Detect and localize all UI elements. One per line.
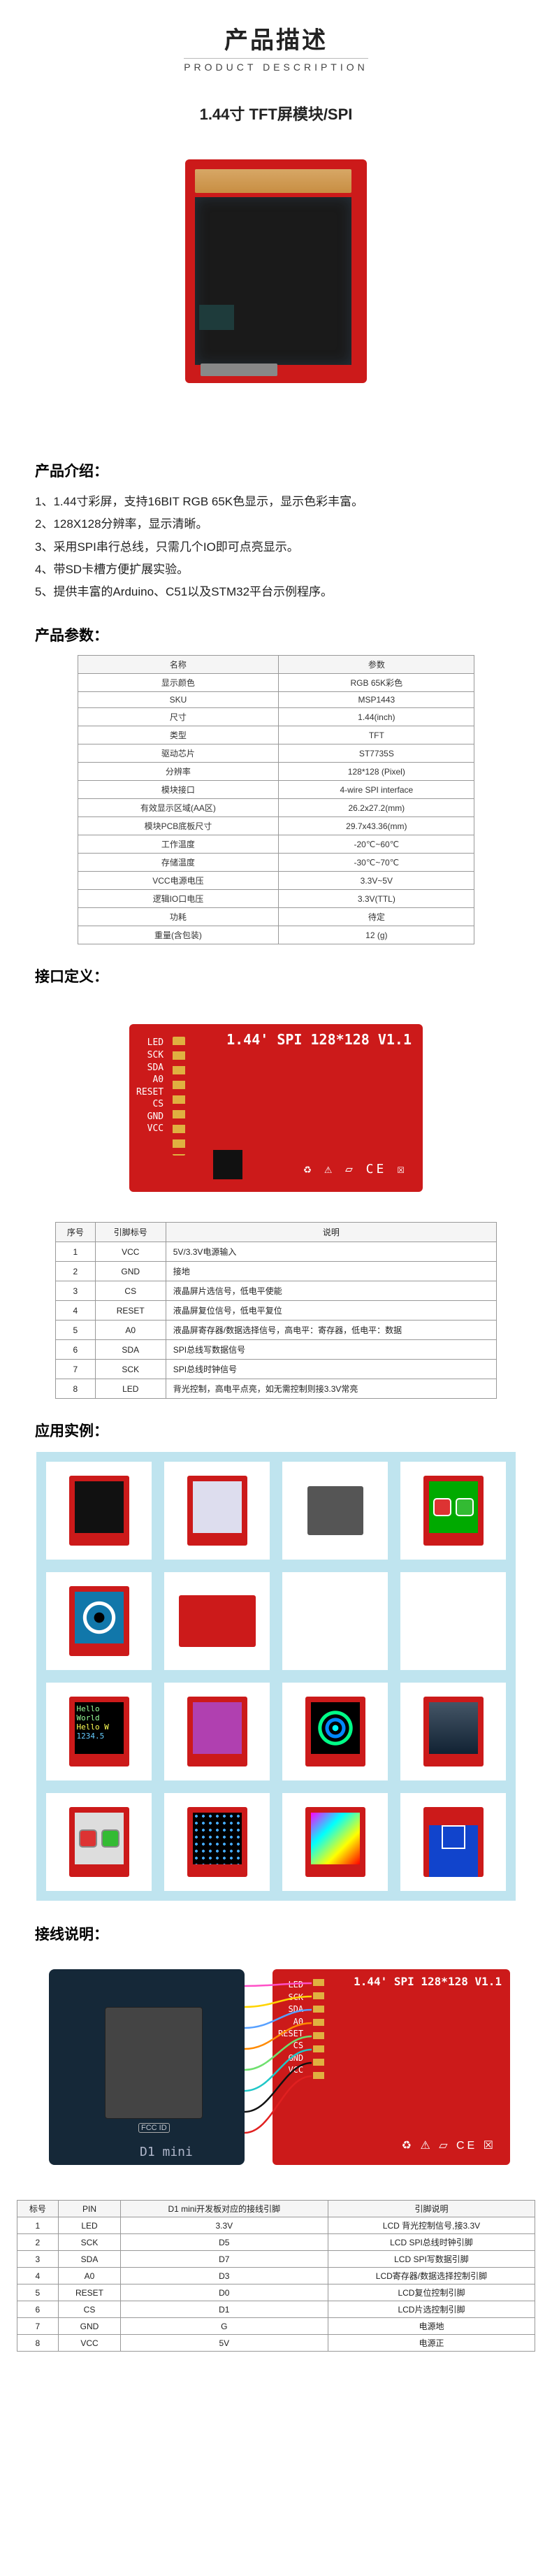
- pins-table: 序号 引脚标号 说明 1VCC5V/3.3V电源输入2GND接地3CS液晶屏片选…: [55, 1222, 497, 1399]
- header: 产品描述 PRODUCT DESCRIPTION: [0, 0, 552, 81]
- product-subtitle: 1.44寸 TFT屏模块/SPI: [0, 102, 552, 124]
- mcu-board: FCC ID D1 mini: [49, 1969, 245, 2165]
- example-cell: [46, 1462, 152, 1560]
- specs-row: VCC电源电压3.3V~5V: [78, 872, 474, 890]
- wiring-title: 接线说明：: [35, 1923, 517, 1944]
- silk-pin-label: LED: [136, 1037, 164, 1049]
- example-cell: [282, 1683, 388, 1780]
- silk-pin-label: SDA: [136, 1062, 164, 1074]
- example-cell: [164, 1462, 270, 1560]
- specs-table: 名称 参数 显示颜色RGB 65K彩色SKUMSP1443尺寸1.44(inch…: [78, 655, 475, 944]
- silk-pin-label: GND: [136, 1111, 164, 1123]
- pins-row: 8LED背光控制，高电平点亮，如无需控制则接3.3V常亮: [56, 1379, 497, 1399]
- specs-row: 工作温度-20℃~60℃: [78, 835, 474, 854]
- examples-title: 应用实例：: [35, 1420, 517, 1441]
- example-cell: [46, 1572, 152, 1670]
- intro-list: 1、1.44寸彩屏，支持16BIT RGB 65K色显示，显示色彩丰富。2、12…: [35, 491, 517, 603]
- wiring-row: 6CSD1LCD片选控制引脚: [17, 2301, 535, 2318]
- mcu-label: D1 mini: [140, 2145, 193, 2159]
- specs-head-param: 参数: [279, 656, 474, 674]
- wire-head-2: D1 mini开发板对应的接线引脚: [121, 2201, 328, 2217]
- pins-row: 2GND接地: [56, 1262, 497, 1281]
- specs-row: 存储温度-30℃~70℃: [78, 854, 474, 872]
- wiring-row: 8VCC5V电源正: [17, 2335, 535, 2352]
- wire-head-1: PIN: [59, 2201, 121, 2217]
- specs-row: 模块接口4-wire SPI interface: [78, 781, 474, 799]
- pins-head-1: 引脚标号: [95, 1223, 166, 1242]
- example-cell: [282, 1572, 388, 1670]
- example-cell: [164, 1683, 270, 1780]
- intro-item: 2、128X128分辨率，显示清晰。: [35, 513, 517, 535]
- hero-image: [0, 145, 552, 439]
- specs-row: 功耗待定: [78, 908, 474, 926]
- pcb-marks: ♻ ⚠ ▱ CE ☒: [304, 1162, 407, 1177]
- intro-item: 3、采用SPI串行总线，只需几个IO即可点亮显示。: [35, 536, 517, 559]
- pcb-silk-title: 1.44' SPI 128*128 V1.1: [226, 1031, 412, 1048]
- pins-row: 7SCKSPI总线时钟信号: [56, 1360, 497, 1379]
- example-cell: [400, 1462, 506, 1560]
- specs-row: 模块PCB底板尺寸29.7x43.36(mm): [78, 817, 474, 835]
- specs-row: 驱动芯片ST7735S: [78, 744, 474, 763]
- example-cell: [46, 1793, 152, 1891]
- intro-item: 1、1.44寸彩屏，支持16BIT RGB 65K色显示，显示色彩丰富。: [35, 491, 517, 513]
- silk-pin-label: SCK: [136, 1049, 164, 1062]
- wiring-row: 2SCKD5LCD SPI总线时钟引脚: [17, 2234, 535, 2251]
- pins-head-0: 序号: [56, 1223, 96, 1242]
- silk-pin-label: CS: [136, 1098, 164, 1111]
- wire-head-3: 引脚说明: [328, 2201, 535, 2217]
- examples-grid: Hello WorldHello W1234.5: [35, 1451, 517, 1902]
- specs-row: 尺寸1.44(inch): [78, 708, 474, 726]
- example-cell: [282, 1462, 388, 1560]
- title-en: PRODUCT DESCRIPTION: [184, 58, 368, 73]
- intro-item: 5、提供丰富的Arduino、C51以及STM32平台示例程序。: [35, 581, 517, 603]
- specs-head-name: 名称: [78, 656, 279, 674]
- pins-row: 5A0液晶屏寄存器/数据选择信号，高电平：寄存器，低电平：数据: [56, 1321, 497, 1340]
- intro-item: 4、带SD卡槽方便扩展实验。: [35, 559, 517, 581]
- wiring-row: 3SDAD7LCD SPI写数据引脚: [17, 2251, 535, 2268]
- silk-pin-label: VCC: [136, 1123, 164, 1135]
- example-cell: [282, 1793, 388, 1891]
- pins-head-2: 说明: [166, 1223, 496, 1242]
- specs-row: 分辨率128*128 (Pixel): [78, 763, 474, 781]
- example-cell: Hello WorldHello W1234.5: [46, 1683, 152, 1780]
- specs-row: 重量(含包装)12 (g): [78, 926, 474, 944]
- specs-row: 逻辑IO口电压3.3V(TTL): [78, 890, 474, 908]
- intro-title: 产品介绍：: [35, 460, 517, 481]
- title-cn: 产品描述: [0, 21, 552, 55]
- specs-row: 有效显示区域(AA区)26.2x27.2(mm): [78, 799, 474, 817]
- wire-head-0: 标号: [17, 2201, 58, 2217]
- silk-pin-label: A0: [136, 1074, 164, 1086]
- example-cell: [164, 1572, 270, 1670]
- example-cell: [400, 1793, 506, 1891]
- wiring-diagram: FCC ID D1 mini 1.44' SPI 128*128 V1.1 LE…: [35, 1955, 517, 2186]
- example-cell: [400, 1572, 506, 1670]
- specs-title: 产品参数：: [35, 624, 517, 645]
- wiring-table: 标号 PIN D1 mini开发板对应的接线引脚 引脚说明 1LED3.3VLC…: [17, 2200, 536, 2352]
- specs-row: SKUMSP1443: [78, 692, 474, 708]
- pins-row: 4RESET液晶屏复位信号，低电平复位: [56, 1301, 497, 1321]
- wiring-row: 5RESETD0LCD复位控制引脚: [17, 2284, 535, 2301]
- wiring-row: 4A0D3LCD寄存器/数据选择控制引脚: [17, 2268, 535, 2284]
- product-front-illustration: [185, 159, 367, 383]
- wiring-row: 7GNDG电源地: [17, 2318, 535, 2335]
- pins-row: 6SDASPI总线写数据信号: [56, 1340, 497, 1360]
- pcb-back-illustration: 1.44' SPI 128*128 V1.1 LEDSCKSDAA0RESETC…: [0, 996, 552, 1216]
- pins-row: 1VCC5V/3.3V电源输入: [56, 1242, 497, 1262]
- specs-row: 类型TFT: [78, 726, 474, 744]
- pins-title: 接口定义：: [35, 965, 517, 986]
- silk-pin-label: RESET: [136, 1086, 164, 1099]
- wiring-row: 1LED3.3VLCD 背光控制信号,接3.3V: [17, 2217, 535, 2234]
- pins-row: 3CS液晶屏片选信号，低电平使能: [56, 1281, 497, 1301]
- example-cell: [400, 1683, 506, 1780]
- example-cell: [164, 1793, 270, 1891]
- specs-row: 显示颜色RGB 65K彩色: [78, 674, 474, 692]
- pcb-back-small: 1.44' SPI 128*128 V1.1 LEDSCKSDAA0RESETC…: [273, 1969, 510, 2165]
